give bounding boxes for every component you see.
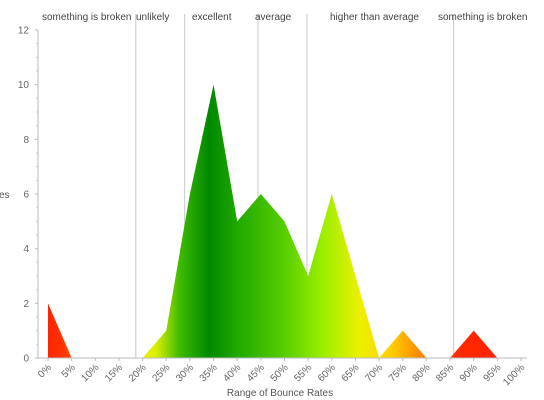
x-tick-label: 25% — [150, 362, 172, 384]
x-tick-label: 20% — [127, 362, 149, 384]
y-tick-label: 8 — [23, 135, 29, 146]
x-tick-label: 15% — [103, 362, 125, 384]
x-tick-label: 0% — [36, 362, 54, 380]
y-tick-label: 0 — [23, 354, 29, 365]
y-tick-label: 10 — [18, 80, 30, 91]
y-tick-label: 2 — [23, 299, 29, 310]
x-tick-label: 50% — [269, 362, 291, 384]
x-tick-label: 65% — [340, 362, 362, 384]
x-tick-label: 40% — [221, 362, 243, 384]
x-tick-label: 30% — [174, 362, 196, 384]
x-tick-label: 95% — [482, 362, 504, 384]
x-tick-label: 10% — [79, 362, 101, 384]
zone-label: something is broken — [42, 12, 132, 23]
zone-label: excellent — [192, 12, 232, 23]
y-axis-title: es — [0, 190, 10, 201]
x-tick-label: 55% — [292, 362, 314, 384]
x-tick-label: 90% — [458, 362, 480, 384]
x-tick-label: 45% — [245, 362, 267, 384]
x-tick-label: 80% — [411, 362, 433, 384]
zone-label: higher than average — [330, 12, 419, 23]
x-tick-label: 100% — [501, 362, 527, 388]
y-tick-label: 12 — [18, 26, 30, 37]
x-tick-label: 70% — [363, 362, 385, 384]
y-tick-label: 6 — [23, 190, 29, 201]
x-tick-label: 35% — [198, 362, 220, 384]
x-tick-label: 60% — [316, 362, 338, 384]
x-tick-label: 5% — [60, 362, 78, 380]
bounce-rate-area — [48, 84, 521, 359]
zone-label: unlikely — [136, 12, 169, 23]
x-tick-label: 75% — [387, 362, 409, 384]
zone-label: average — [255, 12, 292, 23]
zone-label: something is broken — [438, 12, 528, 23]
y-tick-label: 4 — [23, 244, 29, 255]
x-tick-label: 85% — [434, 362, 456, 384]
x-axis-title: Range of Bounce Rates — [227, 388, 333, 399]
